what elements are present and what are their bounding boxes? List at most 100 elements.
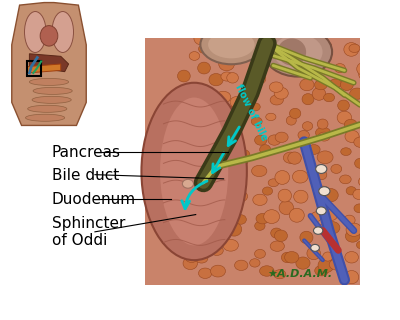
Ellipse shape — [227, 106, 240, 118]
Ellipse shape — [219, 57, 234, 71]
Ellipse shape — [185, 252, 198, 262]
Bar — [28, 61, 41, 76]
Ellipse shape — [340, 79, 353, 91]
Ellipse shape — [344, 43, 359, 56]
Ellipse shape — [196, 108, 209, 118]
Ellipse shape — [256, 213, 269, 224]
Text: Bile duct: Bile duct — [52, 168, 119, 183]
Ellipse shape — [359, 69, 370, 80]
Ellipse shape — [181, 214, 192, 222]
Ellipse shape — [24, 12, 46, 52]
Ellipse shape — [330, 79, 342, 88]
Ellipse shape — [252, 165, 267, 177]
Ellipse shape — [191, 175, 204, 185]
Circle shape — [311, 244, 319, 251]
Ellipse shape — [221, 72, 233, 81]
Ellipse shape — [268, 135, 281, 145]
Ellipse shape — [274, 230, 288, 242]
Ellipse shape — [30, 78, 69, 85]
Ellipse shape — [275, 171, 290, 184]
Ellipse shape — [253, 194, 267, 205]
Ellipse shape — [214, 221, 226, 230]
Ellipse shape — [323, 188, 338, 202]
Ellipse shape — [278, 38, 306, 66]
Ellipse shape — [33, 87, 72, 94]
Circle shape — [316, 207, 326, 215]
Ellipse shape — [262, 187, 273, 195]
Ellipse shape — [281, 252, 293, 263]
Ellipse shape — [355, 158, 367, 168]
Ellipse shape — [250, 259, 260, 267]
Ellipse shape — [198, 44, 211, 53]
Ellipse shape — [317, 59, 328, 67]
Ellipse shape — [239, 150, 250, 160]
Text: Pancreas: Pancreas — [52, 146, 120, 160]
Ellipse shape — [357, 62, 372, 76]
Ellipse shape — [236, 215, 246, 224]
Ellipse shape — [346, 187, 356, 195]
Ellipse shape — [26, 114, 65, 121]
Ellipse shape — [302, 122, 313, 131]
Ellipse shape — [344, 270, 359, 284]
Ellipse shape — [316, 127, 331, 138]
Ellipse shape — [228, 132, 241, 142]
Ellipse shape — [260, 145, 271, 155]
Ellipse shape — [236, 155, 248, 166]
Ellipse shape — [308, 145, 320, 155]
Ellipse shape — [329, 259, 345, 270]
Ellipse shape — [324, 93, 334, 102]
Polygon shape — [138, 38, 360, 285]
Ellipse shape — [278, 189, 292, 202]
Ellipse shape — [337, 111, 352, 124]
Ellipse shape — [344, 119, 357, 130]
Circle shape — [319, 187, 330, 196]
Ellipse shape — [334, 64, 345, 73]
Ellipse shape — [221, 43, 234, 53]
Ellipse shape — [274, 34, 322, 70]
Ellipse shape — [209, 99, 222, 108]
Ellipse shape — [228, 44, 244, 57]
Ellipse shape — [225, 169, 239, 180]
Ellipse shape — [40, 26, 58, 46]
Ellipse shape — [201, 196, 213, 205]
Ellipse shape — [232, 191, 248, 202]
Ellipse shape — [345, 252, 358, 263]
Ellipse shape — [195, 253, 208, 263]
Ellipse shape — [160, 98, 228, 245]
Ellipse shape — [321, 41, 332, 51]
Ellipse shape — [189, 97, 202, 108]
Polygon shape — [12, 3, 86, 125]
Ellipse shape — [189, 52, 200, 60]
Polygon shape — [50, 38, 144, 285]
Ellipse shape — [331, 164, 342, 173]
Ellipse shape — [198, 62, 210, 74]
Text: ★A.D.A.M.: ★A.D.A.M. — [267, 269, 332, 279]
Ellipse shape — [344, 215, 355, 225]
Ellipse shape — [340, 175, 351, 184]
Ellipse shape — [317, 151, 333, 164]
Ellipse shape — [289, 208, 304, 222]
Ellipse shape — [200, 25, 262, 64]
Ellipse shape — [268, 179, 279, 187]
Ellipse shape — [227, 73, 238, 83]
Ellipse shape — [314, 80, 327, 90]
Ellipse shape — [254, 249, 266, 258]
Circle shape — [182, 179, 194, 188]
Ellipse shape — [349, 44, 360, 52]
Ellipse shape — [220, 115, 231, 122]
Ellipse shape — [289, 32, 305, 47]
Ellipse shape — [284, 252, 299, 263]
Ellipse shape — [270, 95, 283, 105]
Ellipse shape — [234, 260, 248, 270]
Ellipse shape — [356, 241, 366, 249]
Ellipse shape — [204, 167, 220, 180]
Polygon shape — [30, 54, 69, 72]
Ellipse shape — [214, 193, 224, 203]
Ellipse shape — [264, 210, 280, 223]
Ellipse shape — [247, 77, 262, 90]
Ellipse shape — [300, 79, 314, 91]
Ellipse shape — [354, 204, 365, 213]
Ellipse shape — [202, 132, 214, 143]
Ellipse shape — [178, 189, 190, 199]
Ellipse shape — [266, 113, 276, 121]
